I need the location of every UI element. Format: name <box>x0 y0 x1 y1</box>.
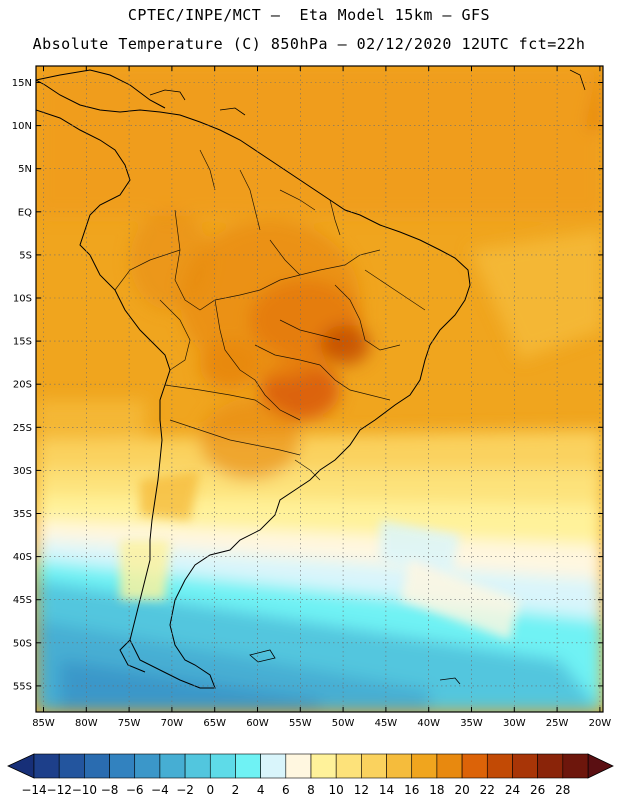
colorbar-label: −4 <box>151 783 169 797</box>
colorbar-under-triangle <box>7 753 35 779</box>
colorbar-label: 14 <box>379 783 394 797</box>
colorbar-label: 2 <box>232 783 240 797</box>
colorbar-swatch <box>537 753 564 779</box>
colorbar-label: −2 <box>176 783 194 797</box>
lat-lon-grid <box>36 66 603 712</box>
lat-label: 15N <box>12 78 32 89</box>
colorbar-swatch <box>486 753 513 779</box>
colorbar-swatch <box>361 753 387 779</box>
lon-label: 55W <box>289 718 312 729</box>
colorbar-label: 10 <box>329 783 344 797</box>
colorbar-label: −10 <box>72 783 97 797</box>
lon-label: 50W <box>332 718 355 729</box>
lon-label: 30W <box>503 718 526 729</box>
lat-label: 20S <box>13 380 32 391</box>
colorbar-swatch <box>209 753 236 779</box>
colorbar-label: 24 <box>505 783 520 797</box>
lon-label: 75W <box>118 718 141 729</box>
colorbar-label: −8 <box>101 783 119 797</box>
lat-label: 10S <box>13 294 32 305</box>
colorbar-swatch <box>235 753 261 779</box>
longitude-axis: 85W 80W 75W 70W 65W 60W 55W 50W 45W 40W 35W 30W 25W 2… <box>32 66 611 729</box>
lat-label: 10N <box>12 121 32 132</box>
colorbar-swatch <box>411 753 438 779</box>
lon-label: 60W <box>246 718 269 729</box>
colorbar-over-triangle <box>587 753 614 779</box>
colorbar-swatch <box>436 753 463 779</box>
colorbar-label: 22 <box>480 783 495 797</box>
colorbar-label: 6 <box>282 783 290 797</box>
colorbar-swatch <box>386 753 413 779</box>
lon-label: 25W <box>546 718 569 729</box>
colorbar-swatch <box>58 753 85 779</box>
colorbar-swatch <box>109 753 136 779</box>
colorbar-swatch <box>310 753 337 779</box>
colorbar-label: 4 <box>257 783 265 797</box>
chart-title-line-2: Absolute Temperature (C) 850hPa – 02/12/… <box>32 35 586 53</box>
lon-label: 35W <box>460 718 483 729</box>
colorbar-swatch <box>134 753 161 779</box>
colorbar-swatch <box>335 753 362 779</box>
lat-label: 35S <box>13 509 32 520</box>
lat-label: 5N <box>18 164 32 175</box>
lon-label: 85W <box>32 718 55 729</box>
colorbar-swatch <box>159 753 186 779</box>
colorbar-swatch <box>33 753 60 779</box>
colorbar-label: 0 <box>206 783 214 797</box>
colorbar-swatch <box>184 753 211 779</box>
colorbar-label: 18 <box>429 783 444 797</box>
coastline <box>36 69 471 689</box>
country-borders <box>114 149 426 481</box>
lon-label: 45W <box>375 718 398 729</box>
colorbar-label: 26 <box>530 783 545 797</box>
lat-label: 25S <box>13 423 32 434</box>
colorbar-swatch <box>84 753 110 779</box>
lon-label: 80W <box>75 718 98 729</box>
temperature-field <box>36 66 603 712</box>
colorbar-swatch <box>260 753 287 779</box>
map-frame <box>35 65 604 713</box>
lat-label: 55S <box>13 681 32 692</box>
colorbar-label: 8 <box>307 783 315 797</box>
lat-label: 40S <box>13 552 32 563</box>
lon-label: 20W <box>589 718 612 729</box>
colorbar-label: 20 <box>454 783 469 797</box>
chart-title-line-1: CPTEC/INPE/MCT – Eta Model 15km – GFS <box>127 6 491 24</box>
latitude-axis: 15N 10N 5N EQ 5S 10S 15S 20S 25S 30S 35S 40S 45S 50S 5… <box>12 78 603 692</box>
lat-label: 15S <box>13 337 32 348</box>
colorbar-labels: −14 −12 −10 −8 −6 −4 −2 0 2 4 6 8 10 12 14 16 18 20 22 24 26… <box>21 783 570 797</box>
colorbar-swatch <box>461 753 488 779</box>
colorbar-label: 16 <box>404 783 419 797</box>
lat-label: 5S <box>19 250 32 261</box>
lat-label: 50S <box>13 638 32 649</box>
colorbar-swatch <box>512 753 538 779</box>
colorbar-label: 28 <box>555 783 570 797</box>
colorbar-swatch <box>562 753 589 779</box>
lon-label: 65W <box>203 718 226 729</box>
colorbar-swatch <box>285 753 312 779</box>
colorbar-swatches <box>7 753 614 779</box>
colorbar-label: −6 <box>126 783 144 797</box>
lon-label: 40W <box>417 718 440 729</box>
colorbar-label: −14 <box>21 783 46 797</box>
lat-label: EQ <box>18 207 32 218</box>
colorbar-label: 12 <box>354 783 369 797</box>
colorbar-label: −12 <box>47 783 72 797</box>
lat-label: 45S <box>13 595 32 606</box>
lon-label: 70W <box>161 718 184 729</box>
lat-label: 30S <box>13 466 32 477</box>
